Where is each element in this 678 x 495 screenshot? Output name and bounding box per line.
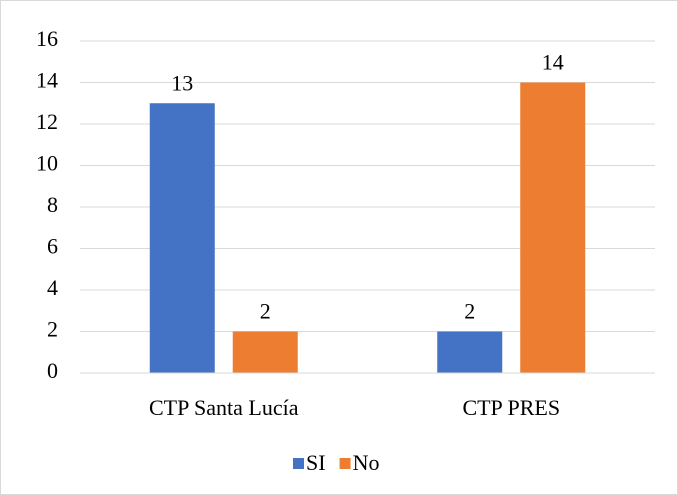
legend-swatch xyxy=(339,458,351,469)
legend-label: No xyxy=(353,450,380,475)
data-label: 2 xyxy=(260,299,271,324)
y-tick-label: 2 xyxy=(47,317,58,342)
y-tick-label: 4 xyxy=(47,275,58,300)
data-label: 2 xyxy=(464,299,475,324)
bar xyxy=(232,331,298,373)
legend-label: SI xyxy=(306,450,326,475)
bar xyxy=(520,82,586,373)
bar xyxy=(437,331,503,373)
y-tick-label: 12 xyxy=(36,109,58,134)
y-tick-label: 14 xyxy=(36,68,58,93)
legend-swatch xyxy=(293,458,304,469)
y-tick-label: 0 xyxy=(47,358,58,383)
y-tick-label: 8 xyxy=(47,192,58,217)
data-label: 14 xyxy=(542,50,564,75)
x-tick-label: CTP PRES xyxy=(462,395,560,420)
y-tick-label: 6 xyxy=(47,234,58,259)
data-label: 13 xyxy=(171,70,193,95)
y-tick-label: 16 xyxy=(36,26,58,51)
bar xyxy=(149,103,215,373)
y-tick-label: 10 xyxy=(36,151,58,176)
x-tick-label: CTP Santa Lucía xyxy=(149,395,299,420)
